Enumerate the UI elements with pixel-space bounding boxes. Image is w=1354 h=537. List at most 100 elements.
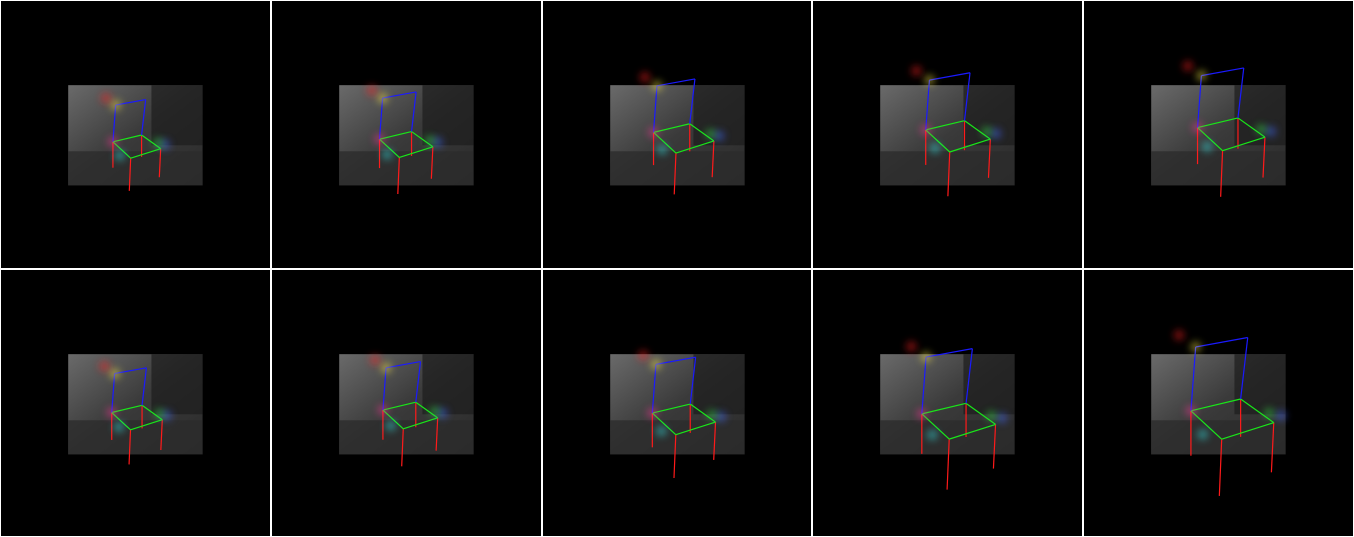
keypoint-glow-4 [99,360,110,371]
keypoint-glow-1 [924,75,935,86]
chair-leg-4 [128,158,132,191]
photo-wall-shadow [422,85,474,146]
photo-floor [609,151,745,186]
keypoint-glow-1 [109,368,120,379]
chair-back-left [378,98,383,140]
keypoint-glow-6 [152,138,163,149]
keypoint-glow-1 [377,93,388,104]
tile-canvas [338,85,474,195]
chair-back-left [1190,346,1197,411]
chair-seat-edge-1 [922,402,967,414]
chair-back-left [111,373,116,413]
chair-back-top [114,366,147,374]
chair-seat-edge-1 [652,123,690,133]
keypoint-glow-6 [429,406,440,417]
chair-seat-edge-3 [949,138,991,153]
photo-wall-shadow [151,353,203,414]
photo-wall-shadow [1234,353,1286,414]
chair-seat-edge-1 [1190,397,1241,411]
chair-leg-4 [400,428,404,466]
tile-r2c2 [271,269,541,536]
chair-back-top [929,72,971,81]
tile-canvas [1151,329,1287,496]
chair-seat-edge-1 [925,120,966,131]
keypoint-glow-6 [982,126,993,137]
chair-back-right [140,99,147,136]
keypoint-glow-4 [1174,329,1185,340]
chair-back-top [656,78,695,87]
tile-r1c5 [1084,1,1353,268]
chair-seat-edge-3 [1222,136,1266,152]
keypoint-glow-4 [637,349,648,360]
keypoint-glow-5 [991,128,1002,139]
chair-back-right [688,78,696,124]
tile-r1c4 [813,1,1083,268]
chair-back-right [1237,67,1245,119]
chair-leg-3 [158,148,162,178]
chair-leg-3 [1262,137,1266,178]
keypoint-glow-4 [101,93,112,104]
keypoint-glow-2 [107,136,118,147]
chair-back-right [964,72,972,121]
chair-back-top [926,347,973,358]
tile-canvas [68,353,203,464]
chair-back-right [965,348,974,403]
photo-floor [880,151,1015,186]
tile-canvas [609,349,745,478]
photo-wall-shadow [963,85,1015,146]
tile-canvas [880,341,1015,490]
chair-seat-edge-3 [675,421,716,435]
keypoint-glow-3 [930,143,941,154]
keypoint-glow-2 [917,408,928,419]
chair-seat-edge-3 [402,416,438,429]
keypoint-glow-2 [921,124,932,135]
keypoint-glow-3 [114,150,125,161]
chair-leg-4 [946,438,951,490]
tile-canvas [338,353,474,466]
keypoint-glow-5 [997,412,1008,423]
chair-seat-edge-4 [652,131,676,154]
chair-leg-4 [128,429,132,464]
chair-seat-edge-3 [949,423,997,440]
photo-wall-shadow [1234,85,1286,146]
chair-leg-4 [1218,438,1223,496]
chair-seat-edge-1 [111,404,143,413]
chair-seat-edge-1 [379,130,412,140]
chair-back-top [1201,67,1245,77]
chair-leg-3 [160,419,163,450]
keypoint-glow-4 [906,341,917,352]
tile-r2c4 [813,269,1083,536]
chair-seat-edge-4 [651,412,676,435]
keypoint-glow-2 [648,127,659,138]
tile-r1c2 [271,1,541,268]
keypoint-glow-5 [713,130,724,141]
chair-seat-edge-1 [1197,117,1239,129]
chair-back-left [382,367,387,410]
chair-back-top [655,356,696,365]
photo-wall-shadow [151,85,203,146]
chair-seat-edge-3 [1221,421,1275,440]
tile-r2c3 [542,269,812,536]
chair-back-right [414,361,421,402]
chair-back-left [921,356,928,414]
keypoint-glow-6 [986,410,997,421]
keypoint-glow-1 [1196,70,1207,81]
chair-seat-edge-2 [1240,398,1275,423]
chair-back-left [652,85,658,133]
tile-canvas [68,85,203,191]
keypoint-glow-3 [655,425,666,436]
photo-wall-shadow [963,353,1015,414]
keypoint-glow-2 [1192,122,1203,133]
tile-r2c5 [1084,269,1353,536]
chair-seat-edge-1 [651,402,690,414]
keypoint-glow-6 [1256,124,1267,135]
keypoint-glow-3 [113,421,124,432]
chair-back-top [382,91,417,99]
keypoint-glow-3 [381,149,392,160]
chair-seat-edge-3 [675,140,714,154]
chair-leg-4 [947,151,951,197]
photo-floor [338,151,474,186]
chair-seat-edge-1 [382,401,416,411]
keypoint-glow-2 [1186,405,1197,416]
tile-canvas [880,65,1015,197]
